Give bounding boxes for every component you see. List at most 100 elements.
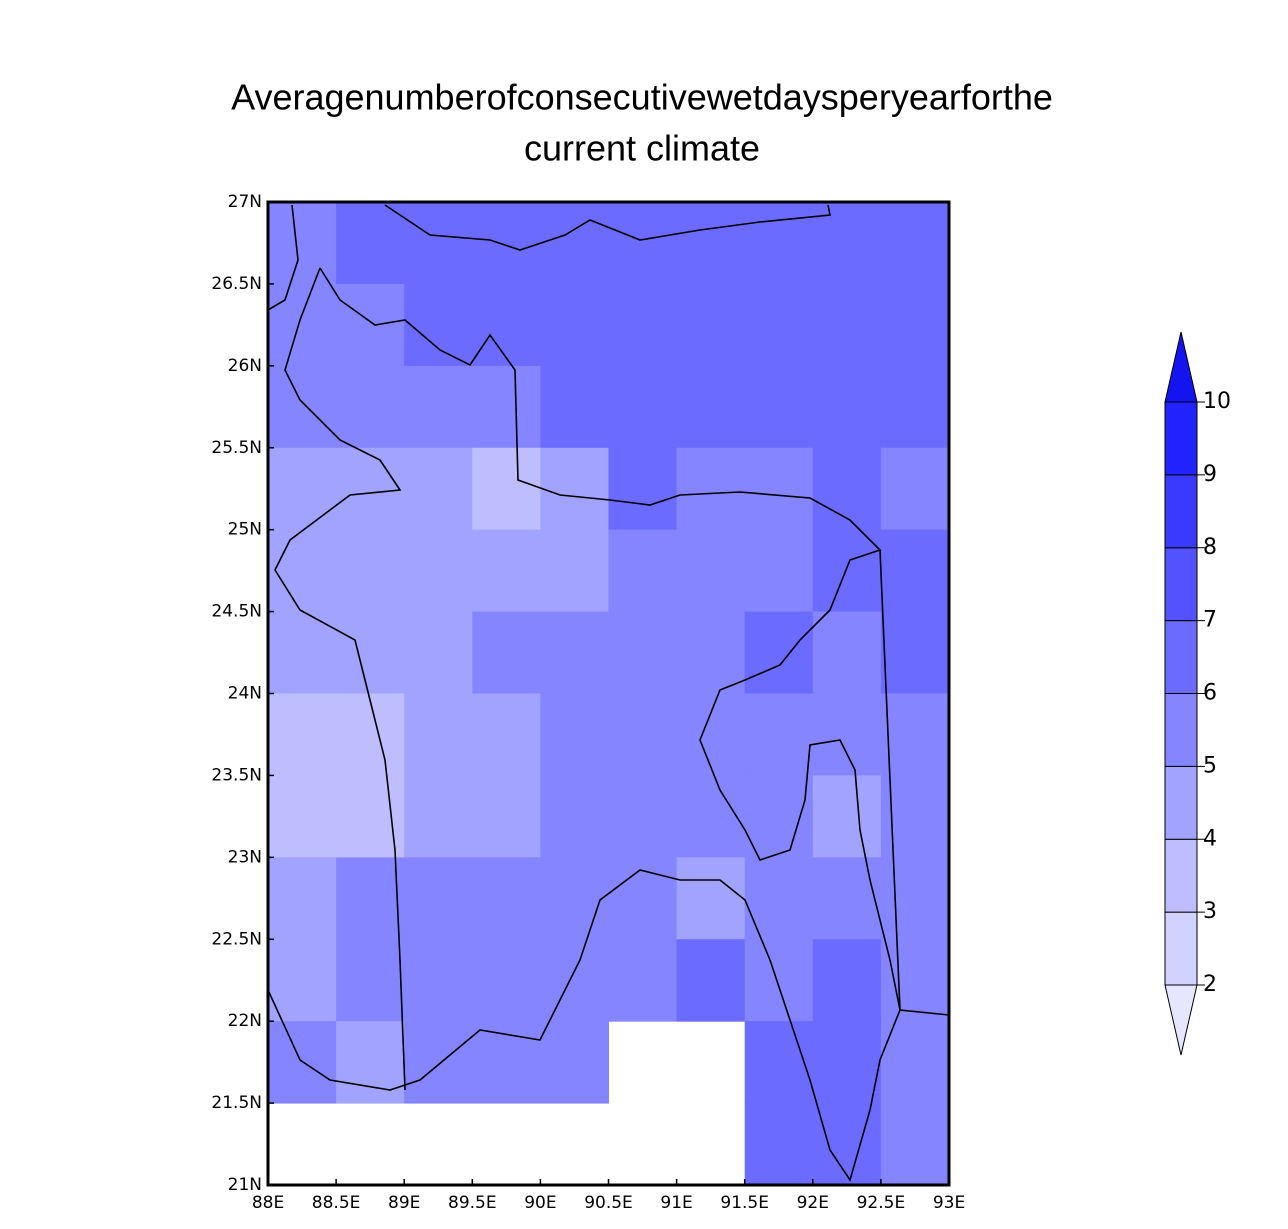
grid-cell (812, 365, 882, 449)
colorbar-bin (1164, 401, 1198, 476)
grid-cell (472, 529, 541, 613)
grid-cell (404, 939, 473, 1022)
colorbar-bin (1164, 693, 1198, 767)
grid-cell (540, 1021, 609, 1104)
y-tick-label: 22N (228, 1011, 262, 1031)
grid-cell (268, 447, 337, 531)
grid-cell (812, 283, 882, 367)
grid-cell (744, 939, 814, 1022)
x-tick-label: 88.5E (312, 1193, 361, 1213)
grid-cell (812, 1021, 882, 1104)
grid-cell (608, 202, 678, 285)
grid-cell (880, 693, 950, 776)
grid-cell (268, 693, 337, 776)
grid-cell (880, 857, 950, 940)
grid-cell (608, 611, 678, 694)
y-tick-label: 25N (228, 520, 262, 540)
grid-cell (812, 939, 882, 1022)
grid-cell (540, 529, 609, 613)
grid-cell (472, 365, 541, 449)
grid-cell (472, 775, 541, 858)
colorbar-bin (1164, 911, 1198, 986)
colorbar-label: 4 (1203, 826, 1217, 851)
grid-cell (608, 283, 678, 367)
x-tick-label: 88E (252, 1193, 284, 1213)
x-tick-label: 93E (933, 1193, 965, 1213)
x-tick-label: 89.5E (448, 1193, 497, 1213)
grid-cell (540, 283, 609, 367)
grid-cell (676, 202, 746, 285)
cells (268, 202, 950, 1186)
grid-cell (540, 939, 609, 1022)
colorbar-bin (1164, 547, 1198, 622)
colorbar-label: 10 (1203, 389, 1231, 414)
grid-cell (336, 365, 405, 449)
grid-cell (404, 693, 473, 776)
grid-cell (608, 939, 678, 1022)
colorbar-bin (1164, 765, 1198, 840)
grid-cell (744, 283, 814, 367)
colorbar-upper (1164, 331, 1198, 403)
grid-cell (404, 857, 473, 940)
grid-cell (744, 447, 814, 531)
colorbar-label: 8 (1203, 535, 1217, 560)
grid-cell (472, 447, 541, 531)
grid-cell (268, 857, 337, 940)
grid-cell (268, 939, 337, 1022)
title-line: current climate (524, 128, 760, 169)
grid-cell (676, 939, 746, 1022)
grid-cell (812, 447, 882, 531)
grid-cell (404, 775, 473, 858)
colorbar-label: 7 (1203, 608, 1217, 633)
grid-cell (404, 529, 473, 613)
grid-cell (540, 611, 609, 694)
grid-cell (676, 283, 746, 367)
grid-cell (268, 775, 337, 858)
grid-cell (404, 283, 473, 367)
colorbar-label: 2 (1203, 972, 1217, 997)
grid-cell (608, 447, 678, 531)
colorbar-bin (1164, 474, 1198, 549)
border (267, 204, 299, 311)
grid-cell (676, 611, 746, 694)
y-tick-label: 21.5N (211, 1093, 262, 1113)
grid-cell (472, 1021, 541, 1104)
grid-cell (812, 1103, 882, 1186)
y-tick-label: 27N (228, 192, 262, 212)
colorbar-label: 6 (1203, 681, 1217, 706)
grid-cell (472, 611, 541, 694)
grid-cell (744, 1021, 814, 1104)
grid-cell (268, 365, 337, 449)
grid-cell (268, 611, 337, 694)
grid-cell (880, 202, 950, 285)
grid-cell (336, 447, 405, 531)
grid-cell (812, 693, 882, 776)
x-tick-label: 90.5E (584, 1193, 633, 1213)
grid-cell (676, 365, 746, 449)
grid-cell (676, 529, 746, 613)
grid-cell (336, 611, 405, 694)
grid-cell (540, 857, 609, 940)
grid-cell (336, 202, 405, 285)
x-tick-label: 90E (524, 1193, 556, 1213)
x-tick-label: 92.5E (857, 1193, 906, 1213)
grid-cell (336, 775, 405, 858)
grid-cell (608, 775, 678, 858)
grid-cell (676, 775, 746, 858)
grid-cell (812, 529, 882, 613)
grid-cell (268, 529, 337, 613)
grid-cell (404, 202, 473, 285)
grid-cell (404, 365, 473, 449)
grid-cell (744, 857, 814, 940)
grid-cell (404, 447, 473, 531)
y-tick-label: 26.5N (211, 274, 262, 294)
grid-cell (880, 529, 950, 613)
colorbar-bin (1164, 838, 1198, 913)
grid-cell (744, 1103, 814, 1186)
grid-cell (880, 1103, 950, 1186)
grid-cell (404, 1021, 473, 1104)
y-tick-label: 22.5N (211, 929, 262, 949)
grid-cell (608, 693, 678, 776)
